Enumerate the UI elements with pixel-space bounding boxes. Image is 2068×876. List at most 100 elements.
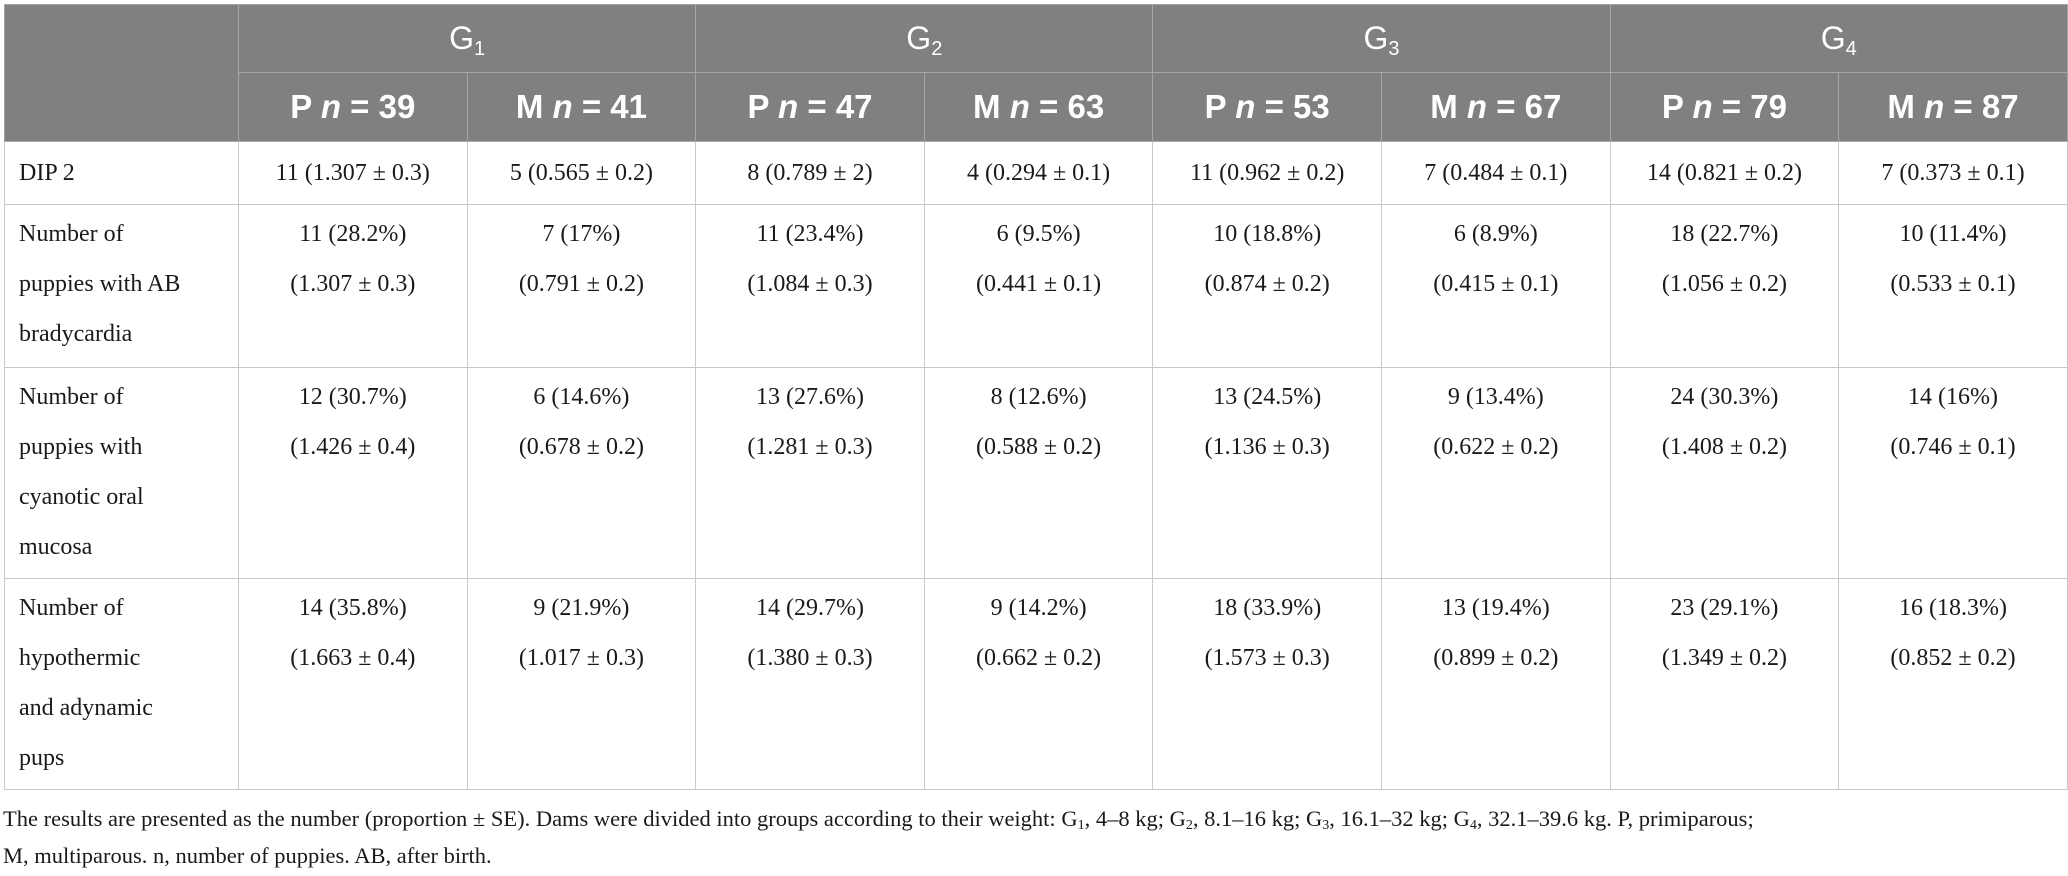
value-cell-line: 14 (35.8%)	[298, 595, 407, 621]
value-cell-line: 6 (14.6%)	[533, 384, 630, 410]
group-header-g1: G1	[237, 4, 697, 73]
value-cell-line: (0.662 ± 0.2)	[976, 645, 1102, 671]
row-label-cell: Number of puppies with cyanotic oral mucosa	[4, 367, 239, 579]
value-cell-line: 9 (13.4%)	[1447, 384, 1544, 410]
value-cell: 8 (0.789 ± 2)	[695, 141, 925, 205]
value-cell-line: (1.136 ± 0.3)	[1204, 434, 1330, 460]
value-cell-line: 6 (9.5%)	[996, 221, 1081, 247]
value-cell: 16 (18.3%) (0.852 ± 0.2)	[1838, 578, 2068, 790]
value-cell: 6 (8.9%) (0.415 ± 0.1)	[1381, 204, 1611, 368]
value-cell: 14 (29.7%) (1.380 ± 0.3)	[695, 578, 925, 790]
value-cell-line: 18 (22.7%)	[1670, 221, 1779, 247]
value-cell-line: 9 (21.9%)	[533, 595, 630, 621]
table-footnote: The results are presented as the number …	[3, 800, 2063, 874]
table-row: Number of puppies with cyanotic oral mucosa…	[4, 367, 2068, 579]
value-cell-line: (0.791 ± 0.2)	[518, 271, 644, 297]
value-cell: 10 (11.4%) (0.533 ± 0.1)	[1838, 204, 2068, 368]
value-cell: 24 (30.3%) (1.408 ± 0.2)	[1609, 367, 1840, 579]
value-cell-line: 16 (18.3%)	[1899, 595, 2007, 621]
subheader-g2-p: P n = 47	[695, 72, 925, 142]
table-row: Number of puppies with AB bradycardia 11 (2…	[4, 204, 2068, 368]
subheader-g1-p: P n = 39	[238, 72, 468, 142]
value-cell: 4 (0.294 ± 0.1)	[923, 141, 1154, 205]
value-cell: 13 (27.6%) (1.281 ± 0.3)	[695, 367, 925, 579]
results-table: G1 G2 G3 G4 P n = 39 M n = 41 P n = 47 M…	[4, 4, 2068, 790]
value-cell-line: (1.017 ± 0.3)	[518, 645, 644, 671]
value-cell-line: 11 (23.4%)	[756, 221, 864, 247]
footnote-line-2: M, multiparous. n, number of puppies. AB…	[3, 843, 492, 868]
value-cell: 7 (17%) (0.791 ± 0.2)	[466, 204, 697, 368]
value-cell-line: 14 (16%)	[1908, 384, 1998, 410]
value-cell-line: (1.281 ± 0.3)	[747, 434, 873, 460]
value-cell: 18 (33.9%) (1.573 ± 0.3)	[1152, 578, 1382, 790]
value-cell-line: (0.874 ± 0.2)	[1204, 271, 1330, 297]
value-cell-line: 14 (0.821 ± 0.2)	[1646, 160, 1802, 186]
row-label-line: mucosa	[19, 534, 93, 560]
value-cell-line: 8 (0.789 ± 2)	[747, 160, 873, 186]
value-cell: 8 (12.6%) (0.588 ± 0.2)	[923, 367, 1154, 579]
row-label-cell: Number of hypothermic and adynamic pups	[4, 578, 239, 790]
value-cell-line: 11 (28.2%)	[299, 221, 407, 247]
value-cell-line: (0.415 ± 0.1)	[1433, 271, 1559, 297]
value-cell-line: (0.533 ± 0.1)	[1890, 271, 2016, 297]
group-header-row: G1 G2 G3 G4	[4, 4, 2068, 142]
value-cell-line: 13 (19.4%)	[1441, 595, 1550, 621]
value-cell-line: (0.622 ± 0.2)	[1433, 434, 1559, 460]
value-cell: 9 (21.9%) (1.017 ± 0.3)	[466, 578, 697, 790]
value-cell: 10 (18.8%) (0.874 ± 0.2)	[1152, 204, 1382, 368]
table-row: DIP 2 11 (1.307 ± 0.3) 5 (0.565 ± 0.2) 8 (0…	[4, 141, 2068, 205]
table-row: Number of hypothermic and adynamic pups 14 (…	[4, 578, 2068, 790]
value-cell-line: 8 (12.6%)	[990, 384, 1087, 410]
value-cell-line: (0.852 ± 0.2)	[1890, 645, 2016, 671]
value-cell: 13 (19.4%) (0.899 ± 0.2)	[1381, 578, 1611, 790]
value-cell-line: 10 (11.4%)	[1899, 221, 2007, 247]
value-cell-line: 10 (18.8%)	[1213, 221, 1322, 247]
value-cell: 13 (24.5%) (1.136 ± 0.3)	[1152, 367, 1382, 579]
value-cell-line: (1.307 ± 0.3)	[290, 271, 416, 297]
value-cell: 23 (29.1%) (1.349 ± 0.2)	[1609, 578, 1840, 790]
row-label-cell: DIP 2	[4, 141, 239, 205]
value-cell: 18 (22.7%) (1.056 ± 0.2)	[1609, 204, 1840, 368]
subheader-g3-m: M n = 67	[1381, 72, 1611, 142]
value-cell-line: (0.588 ± 0.2)	[976, 434, 1102, 460]
value-cell-line: (1.426 ± 0.4)	[290, 434, 416, 460]
group-header-g4: G4	[1609, 4, 2068, 73]
value-cell-line: (1.380 ± 0.3)	[747, 645, 873, 671]
subheader-g1-m: M n = 41	[466, 72, 697, 142]
value-cell: 6 (9.5%) (0.441 ± 0.1)	[923, 204, 1154, 368]
value-cell-line: 11 (0.962 ± 0.2)	[1190, 160, 1345, 186]
row-label-line: puppies with	[19, 434, 143, 460]
group-header-g2: G2	[695, 4, 1154, 73]
row-label-line: DIP 2	[19, 160, 75, 186]
subheader-g2-m: M n = 63	[923, 72, 1154, 142]
value-cell-line: 11 (1.307 ± 0.3)	[275, 160, 430, 186]
value-cell: 14 (35.8%) (1.663 ± 0.4)	[238, 578, 468, 790]
value-cell: 9 (13.4%) (0.622 ± 0.2)	[1381, 367, 1611, 579]
value-cell-line: 18 (33.9%)	[1213, 595, 1322, 621]
value-cell-line: 13 (24.5%)	[1213, 384, 1322, 410]
value-cell-line: (0.746 ± 0.1)	[1890, 434, 2016, 460]
value-cell: 11 (1.307 ± 0.3)	[238, 141, 468, 205]
value-cell-line: (0.899 ± 0.2)	[1433, 645, 1559, 671]
row-label-line: Number of	[19, 595, 124, 621]
value-cell-line: 13 (27.6%)	[756, 384, 864, 410]
value-cell-line: (1.408 ± 0.2)	[1661, 434, 1787, 460]
value-cell-line: 6 (8.9%)	[1453, 221, 1538, 247]
value-cell-line: (1.663 ± 0.4)	[290, 645, 416, 671]
row-label-line: Number of	[19, 221, 124, 247]
table-body: DIP 2 11 (1.307 ± 0.3) 5 (0.565 ± 0.2) 8 (0…	[4, 141, 2068, 790]
value-cell: 14 (0.821 ± 0.2)	[1609, 141, 1840, 205]
value-cell: 14 (16%) (0.746 ± 0.1)	[1838, 367, 2068, 579]
row-label-line: bradycardia	[19, 321, 133, 347]
value-cell: 9 (14.2%) (0.662 ± 0.2)	[923, 578, 1154, 790]
value-cell-line: (1.084 ± 0.3)	[747, 271, 873, 297]
subheader-g4-m: M n = 87	[1838, 72, 2068, 142]
subheader-g3-p: P n = 53	[1152, 72, 1382, 142]
value-cell: 11 (0.962 ± 0.2)	[1152, 141, 1382, 205]
row-label-line: puppies with AB	[19, 271, 181, 297]
row-label-line: pups	[19, 745, 65, 771]
group-header-g3: G3	[1152, 4, 1611, 73]
table-container: G1 G2 G3 G4 P n = 39 M n = 41 P n = 47 M…	[4, 4, 2068, 790]
value-cell-line: 24 (30.3%)	[1670, 384, 1779, 410]
value-cell-line: 4 (0.294 ± 0.1)	[967, 160, 1111, 186]
